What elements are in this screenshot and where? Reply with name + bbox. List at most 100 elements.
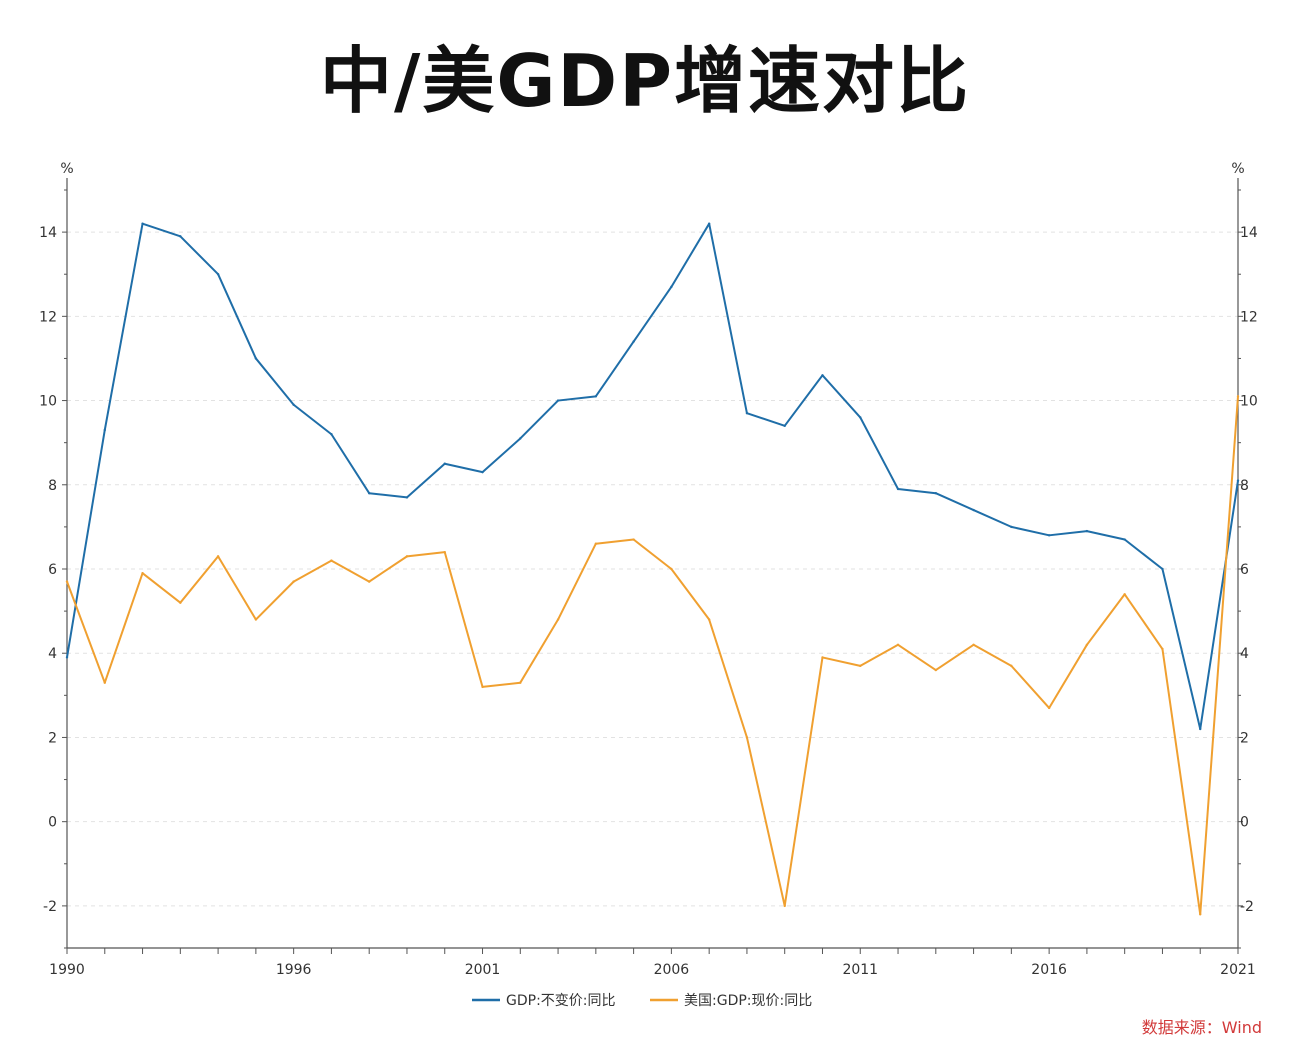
data-point-series-1 (254, 357, 258, 360)
series-line-2 (66, 396, 1239, 916)
data-point-series-1 (443, 462, 446, 465)
data-point-series-2 (632, 538, 635, 541)
data-point-series-1 (405, 496, 409, 499)
data-point-series-2 (481, 685, 484, 689)
data-point-series-2 (65, 580, 69, 583)
series-line-1 (66, 222, 1239, 731)
data-point-series-1 (896, 487, 900, 491)
data-point-series-1 (103, 428, 106, 432)
legend: GDP:不变价:同比 美国:GDP:现价:同比 (472, 993, 812, 1009)
data-point-series-2 (594, 542, 598, 545)
data-point-series-1 (481, 470, 484, 474)
data-point-series-1 (934, 492, 938, 495)
data-point-series-2 (1199, 913, 1202, 916)
data-point-series-1 (972, 508, 975, 512)
data-point-series-1 (783, 424, 786, 428)
y-tick-label-left: 12 (39, 309, 57, 325)
data-point-series-1 (519, 437, 522, 440)
data-point-series-2 (443, 550, 446, 554)
y-tick-label-right: 14 (1240, 225, 1258, 241)
data-point-series-1 (745, 411, 749, 415)
data-point-series-1 (707, 222, 711, 225)
y-tick-label-left: 8 (48, 478, 57, 494)
data-point-series-1 (330, 433, 333, 436)
data-point-series-1 (292, 403, 295, 406)
x-tick-label: 1990 (49, 962, 85, 978)
grid-layer (67, 231, 1238, 907)
legend-label-1: GDP:不变价:同比 (506, 993, 616, 1009)
x-tick-label: 2011 (842, 962, 878, 978)
data-point-series-2 (1236, 395, 1240, 398)
y-tick-label-left: 10 (39, 394, 57, 410)
y-unit-left: % (60, 161, 73, 177)
data-point-series-2 (745, 736, 749, 739)
data-point-series-2 (859, 664, 862, 668)
data-point-series-1 (367, 492, 371, 495)
data-point-series-1 (1199, 727, 1202, 731)
y-tick-label-right: 0 (1240, 815, 1249, 831)
data-point-series-2 (821, 656, 824, 659)
data-point-series-2 (1085, 643, 1089, 646)
data-point-series-2 (670, 567, 673, 571)
data-point-series-2 (519, 681, 522, 684)
data-point-series-2 (292, 580, 295, 583)
y-tick-label-right: -2 (1240, 899, 1254, 915)
source-note: 数据来源：Wind (1142, 1018, 1262, 1037)
y-tick-label-left: 2 (48, 730, 57, 746)
legend-label-2: 美国:GDP:现价:同比 (684, 993, 812, 1009)
y-tick-label-left: -2 (43, 899, 57, 915)
y-tick-label-right: 8 (1240, 478, 1249, 494)
x-tick-label: 1996 (276, 962, 312, 978)
y-tick-label-right: 12 (1240, 309, 1258, 325)
data-point-series-2 (367, 580, 371, 583)
data-point-series-1 (859, 416, 862, 419)
x-tick-label: 2021 (1220, 962, 1256, 978)
chart-title: 中/美GDP增速对比 (320, 39, 970, 123)
data-point-series-1 (1010, 525, 1013, 529)
data-point-series-1 (1085, 529, 1089, 533)
data-point-series-1 (821, 374, 824, 377)
y-tick-label-right: 4 (1240, 646, 1249, 662)
data-point-series-2 (783, 904, 786, 908)
x-tick-label: 2001 (465, 962, 501, 978)
data-point-series-2 (103, 681, 106, 684)
data-point-series-2 (254, 618, 258, 621)
y-unit-right: % (1231, 161, 1244, 177)
x-tick-label: 2006 (654, 962, 690, 978)
data-point-series-1 (141, 222, 144, 225)
data-point-series-1 (1047, 534, 1051, 537)
data-point-series-1 (1236, 479, 1240, 482)
data-point-series-2 (896, 643, 900, 646)
data-point-series-1 (670, 285, 673, 289)
data-point-series-2 (556, 618, 560, 621)
data-point-series-2 (216, 555, 220, 558)
data-point-series-2 (934, 668, 938, 672)
data-point-series-2 (179, 601, 182, 604)
series-layer (65, 222, 1240, 916)
y-tick-label-left: 14 (39, 225, 57, 241)
data-point-series-1 (1123, 538, 1126, 541)
data-point-series-2 (1047, 706, 1051, 710)
y-tick-label-left: 0 (48, 815, 57, 831)
data-point-series-2 (707, 618, 711, 621)
data-point-series-1 (594, 395, 598, 398)
y-tick-label-right: 2 (1240, 730, 1249, 746)
data-point-series-2 (1010, 664, 1013, 668)
y-tick-label-right: 10 (1240, 394, 1258, 410)
data-point-series-2 (1123, 593, 1126, 596)
y-tick-label-right: 6 (1240, 562, 1249, 578)
data-point-series-1 (65, 656, 69, 659)
data-point-series-2 (972, 643, 975, 646)
data-point-series-1 (216, 273, 220, 276)
data-point-series-1 (632, 340, 635, 343)
data-point-series-1 (179, 235, 182, 238)
data-point-series-2 (405, 555, 409, 558)
y-tick-label-left: 4 (48, 646, 57, 662)
data-point-series-2 (330, 559, 333, 562)
data-point-series-1 (1161, 567, 1164, 571)
axes-layer: -2 -2 0 0 2 2 4 4 6 6 8 8 10 10 12 12 14 14% % 1990 1996 2001… (39, 161, 1258, 978)
x-tick-label: 2016 (1031, 962, 1067, 978)
y-tick-label-left: 6 (48, 562, 57, 578)
data-point-series-1 (556, 399, 560, 402)
